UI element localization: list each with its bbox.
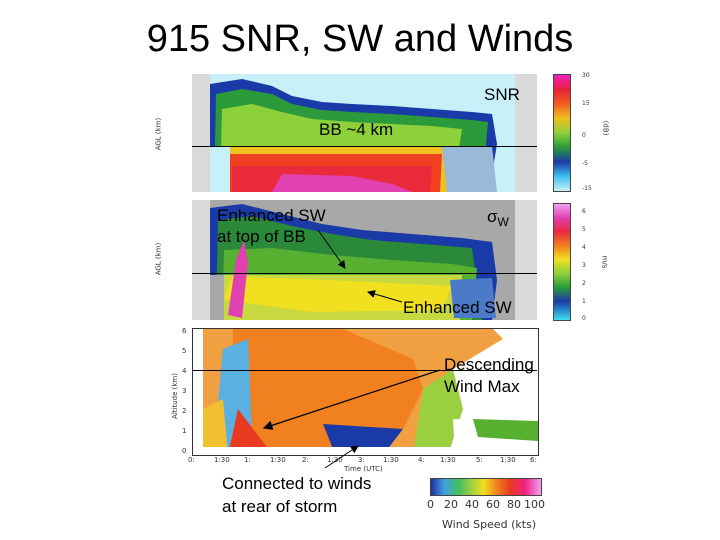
snr-cbar-tick-4: -15 [582, 185, 592, 192]
wind-xtick-1: 1:30 [214, 456, 230, 464]
snr-bb-annotation: BB ~4 km [319, 120, 394, 139]
wind-xtick-6: 3: [358, 456, 365, 464]
wind-xtick-7: 1:30 [383, 456, 399, 464]
wind-cbar-tick-3: 60 [486, 498, 500, 511]
sw-ylabel: AGL (km) [154, 242, 163, 276]
wind-xtick-2: 1: [244, 456, 251, 464]
sw-panel [192, 200, 537, 320]
snr-bb-line [192, 146, 537, 147]
sw-colorbar [553, 203, 571, 321]
sw-cbar-tick-5: 1 [582, 298, 586, 305]
wind-annotation-line2: Wind Max [444, 377, 520, 396]
wind-ytick-3: 3 [182, 387, 187, 395]
wind-ytick-1: 1 [182, 427, 187, 435]
wind-cbar-tick-5: 100 [524, 498, 545, 511]
snr-colorbar [553, 74, 571, 192]
sw-cbar-tick-2: 4 [582, 244, 586, 251]
wind-cbar-tick-1: 20 [444, 498, 458, 511]
sw-bb-line [192, 273, 537, 274]
wind-xtick-4: 2: [302, 456, 309, 464]
wind-ylabel: Altitude (km) [170, 373, 179, 419]
sw-sigma-label: σW [487, 207, 509, 232]
wind-cbar-tick-4: 80 [507, 498, 521, 511]
wind-ytick-5: 5 [182, 347, 187, 355]
wind-xtick-9: 1:30 [440, 456, 456, 464]
wind-ytick-6: 6 [182, 327, 187, 335]
snr-cbar-unit: (dB) [601, 120, 610, 136]
wind-annotation-line1: Descending [444, 355, 534, 374]
wind-xtick-8: 4: [418, 456, 425, 464]
bottom-annotation-line1: Connected to winds [222, 474, 372, 493]
sw-sigma-symbol: σ [487, 207, 498, 226]
sw-cbar-tick-1: 5 [582, 226, 586, 233]
sw-annotation-top-line1: Enhanced SW [217, 206, 326, 225]
wind-xtick-5: 1:30 [327, 456, 343, 464]
snr-label: SNR [484, 85, 520, 104]
slide-title: 915 SNR, SW and Winds [146, 18, 574, 60]
sw-cbar-tick-6: 0 [582, 315, 586, 322]
sw-cbar-unit: m/s [600, 255, 609, 269]
wind-cbar-label: Wind Speed (kts) [442, 518, 537, 531]
snr-cbar-tick-0: 30 [582, 72, 590, 79]
sw-annotation-top-line2: at top of BB [217, 227, 306, 246]
snr-cbar-tick-1: 15 [582, 100, 590, 107]
wind-speed-colorbar [430, 478, 542, 496]
snr-plot [192, 74, 537, 192]
sw-annotation-bottom: Enhanced SW [403, 298, 512, 317]
wind-xtick-12: 6: [530, 456, 537, 464]
snr-ylabel: AGL (km) [154, 117, 163, 151]
wind-ytick-2: 2 [182, 407, 187, 415]
sw-cbar-tick-4: 2 [582, 280, 586, 287]
wind-cbar-tick-2: 40 [465, 498, 479, 511]
wind-xlabel: Time (UTC) [344, 465, 383, 473]
sw-sigma-subscript: W [497, 215, 509, 229]
wind-xtick-10: 5: [476, 456, 483, 464]
sw-cbar-tick-0: 6 [582, 208, 586, 215]
wind-ytick-4: 4 [182, 367, 187, 375]
wind-xtick-11: 1:30 [500, 456, 516, 464]
snr-cbar-tick-3: -5 [582, 160, 588, 167]
snr-panel [192, 74, 537, 192]
snr-cbar-tick-2: 0 [582, 132, 586, 139]
sw-plot [192, 200, 537, 320]
wind-ytick-0: 0 [182, 447, 187, 455]
wind-xtick-0: 0: [188, 456, 195, 464]
bottom-annotation-line2: at rear of storm [222, 497, 338, 516]
wind-xtick-3: 1:30 [270, 456, 286, 464]
sw-cbar-tick-3: 3 [582, 262, 586, 269]
wind-cbar-tick-0: 0 [427, 498, 434, 511]
